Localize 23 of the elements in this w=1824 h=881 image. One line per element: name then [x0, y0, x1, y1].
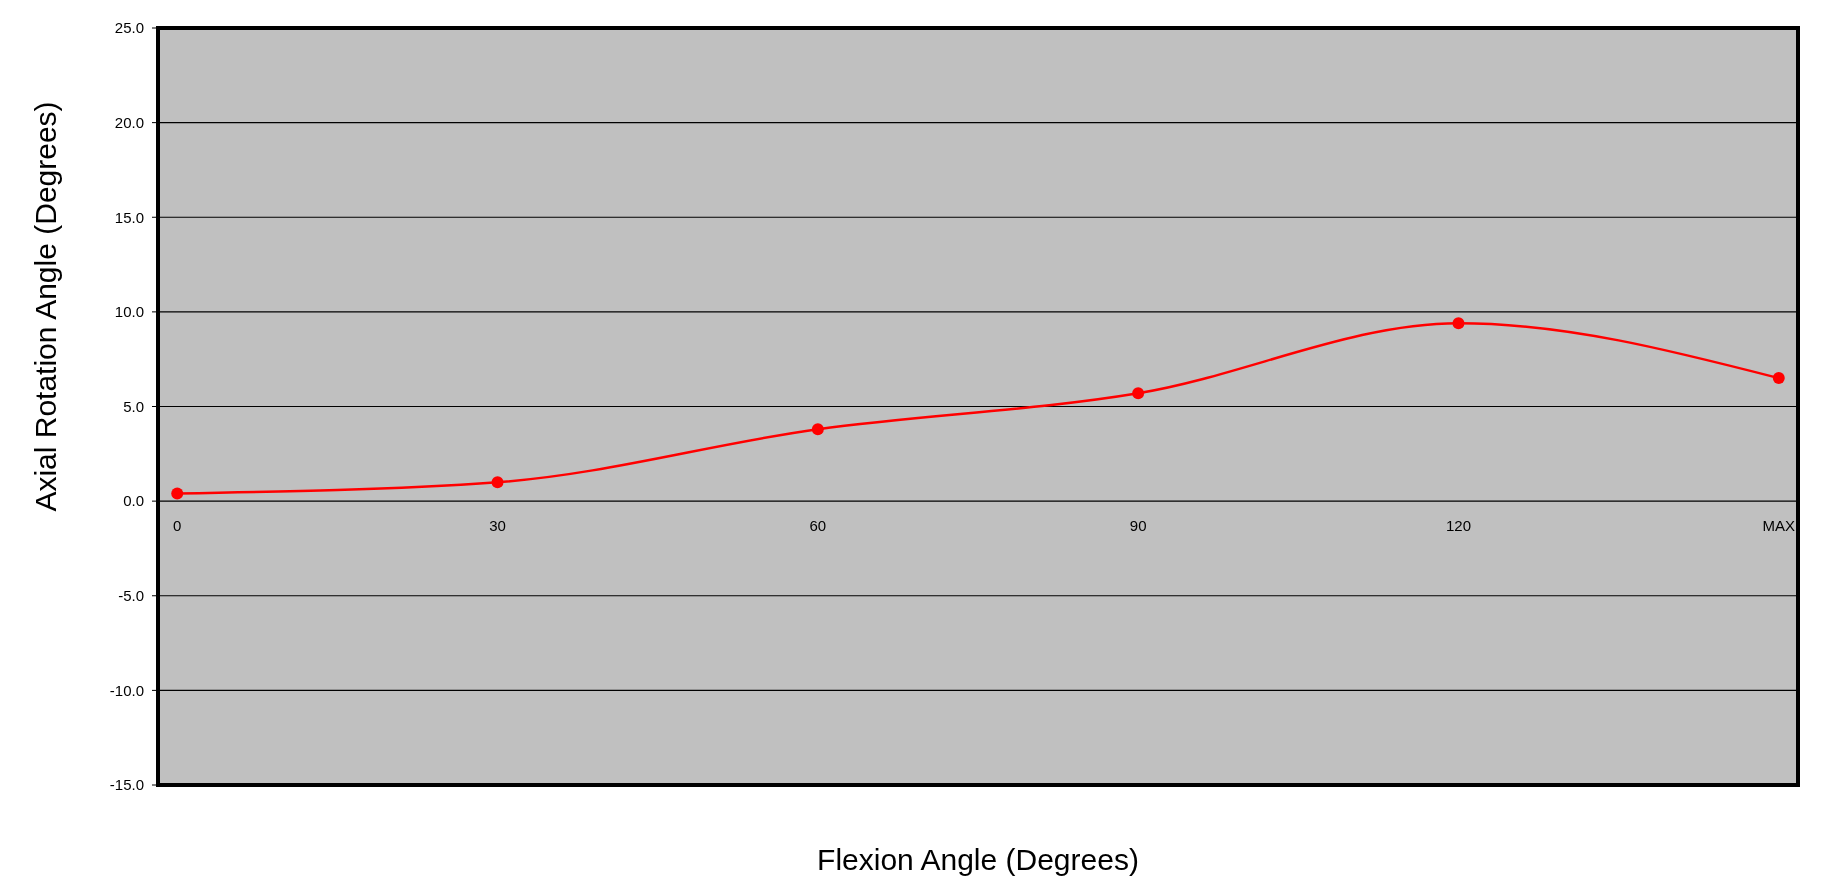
x-tick-label: MAX	[1762, 517, 1796, 535]
x-tick-label: 60	[809, 517, 827, 535]
y-tick-label: 20.0	[114, 113, 144, 131]
y-tick-label: 15.0	[114, 208, 144, 226]
x-tick-label: 30	[489, 517, 506, 535]
y-tick-label: 10.0	[114, 303, 144, 321]
point	[171, 487, 184, 500]
x-tick-label: 120	[1445, 517, 1471, 535]
y-tick-label: 0.0	[123, 492, 144, 510]
y-tick-label: 5.0	[123, 397, 144, 415]
point	[811, 423, 824, 436]
y-tick-label: -15.0	[109, 776, 144, 794]
y-axis-title: Axial Rotation Angle (Degrees)	[29, 101, 62, 512]
point	[491, 476, 504, 489]
y-tick-label: -10.0	[109, 681, 144, 699]
y-tick-label: 25.0	[114, 19, 144, 37]
x-tick-label: 90	[1129, 517, 1147, 535]
point	[1772, 372, 1785, 385]
x-axis-title: Flexion Angle (Degrees)	[817, 843, 1139, 876]
y-tick-label: -5.0	[118, 587, 144, 604]
x-tick-label: 0	[173, 517, 182, 535]
point	[1452, 317, 1465, 330]
point	[1132, 387, 1145, 400]
